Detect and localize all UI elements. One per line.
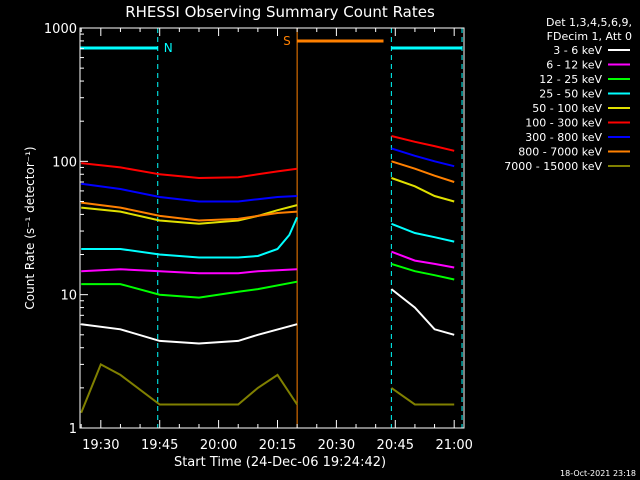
- series-line: [81, 262, 455, 299]
- legend-entry-label: 50 - 100 keV: [532, 102, 602, 115]
- x-tick-label: 20:00: [200, 438, 237, 453]
- x-tick-label: 19:30: [82, 438, 119, 453]
- legend-header-line-1: Det 1,3,4,5,6,9,: [546, 16, 632, 29]
- y-tick-label: 1000: [44, 22, 77, 37]
- y-tick-label: 1: [69, 422, 77, 437]
- footer-date: 18-Oct-2021 23:18: [560, 469, 636, 478]
- series-line: [81, 135, 455, 180]
- legend-entry-label: 7000 - 15000 keV: [504, 160, 602, 173]
- y-axis-label: Count Rate (s⁻¹ detector⁻¹): [23, 146, 37, 309]
- series-line: [81, 288, 455, 345]
- x-tick-label: 20:15: [259, 438, 296, 453]
- x-tick-label: 20:45: [377, 438, 414, 453]
- x-tick-label: 21:00: [435, 438, 472, 453]
- series-line: [81, 177, 455, 225]
- legend: Det 1,3,4,5,6,9, FDecim 1, Att 0 3 - 6 k…: [504, 16, 632, 173]
- legend-entry-label: 6 - 12 keV: [546, 59, 602, 72]
- y-axis: 1 10 100 1000: [44, 22, 88, 437]
- series-line: [81, 160, 455, 222]
- saa-label: S: [283, 34, 291, 48]
- legend-entry-label: 100 - 300 keV: [525, 117, 602, 130]
- legend-entry-label: 25 - 50 keV: [539, 88, 602, 101]
- series-line: [81, 216, 455, 259]
- series-line: [80, 362, 455, 414]
- x-tick-label: 19:45: [141, 438, 178, 453]
- legend-entry-label: 12 - 25 keV: [539, 73, 602, 86]
- series-line: [81, 250, 455, 275]
- y-tick-label: 10: [60, 289, 77, 304]
- series-lines: [80, 135, 455, 414]
- legend-entry-label: 800 - 7000 keV: [518, 146, 602, 159]
- plot-frame: [79, 27, 465, 429]
- night-label: N: [164, 41, 173, 55]
- series-line: [81, 147, 455, 203]
- x-tick-label: 20:30: [318, 438, 355, 453]
- legend-entry-label: 300 - 800 keV: [525, 131, 602, 144]
- x-axis: 19:30 19:45 20:00 20:15 20:30 20:45 21:00: [80, 28, 473, 453]
- chart-title: RHESSI Observing Summary Count Rates: [125, 3, 435, 21]
- y-tick-label: 100: [52, 155, 77, 170]
- legend-entry-label: 3 - 6 keV: [553, 44, 602, 57]
- x-axis-label: Start Time (24-Dec-06 19:24:42): [174, 455, 386, 470]
- legend-header-line-2: FDecim 1, Att 0: [547, 30, 632, 43]
